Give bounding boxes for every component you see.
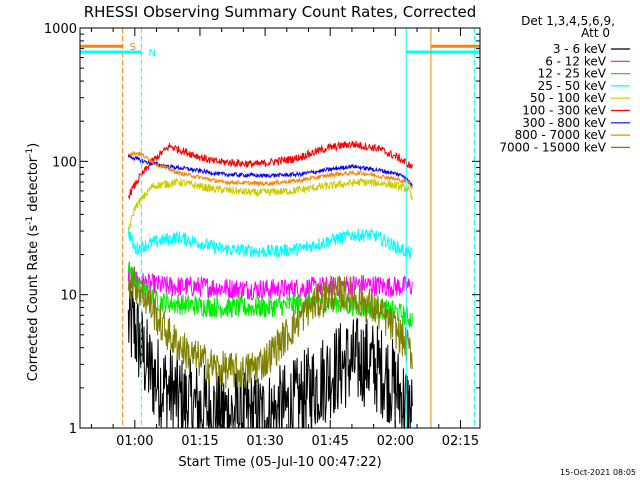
y-tick-label: 1000 [44, 22, 77, 37]
x-tick-label: 01:45 [311, 434, 348, 449]
series-line-8 [127, 150, 413, 189]
legend-entry-label: 3 - 6 keV [553, 42, 607, 56]
series-line-6 [127, 140, 413, 200]
x-tick-label: 02:00 [377, 434, 414, 449]
series-line-7 [127, 154, 413, 187]
x-tick-label: 01:30 [246, 434, 283, 449]
annotation-label-s: S [130, 42, 136, 53]
series-line-4 [127, 226, 413, 259]
legend-entry-label: 50 - 100 keV [530, 91, 607, 105]
legend-entry-label: 7000 - 15000 keV [499, 140, 606, 154]
legend-entry-label: 800 - 7000 keV [515, 128, 607, 142]
legend-entry-label: 6 - 12 keV [545, 54, 607, 68]
legend-header-line-1: Det 1,3,4,5,6,9, [521, 14, 615, 28]
x-tick-label: 01:00 [116, 434, 153, 449]
axes: 1 10 100 1000 01:00 01:15 01:30 01:45 02:00 02:15 [44, 22, 481, 449]
legend-header-line-2: Att 0 [581, 26, 610, 40]
series-line-2 [127, 267, 413, 302]
legend-entry-label: 100 - 300 keV [522, 104, 606, 118]
footer-timestamp: 15-Oct-2021 08:05 [560, 468, 636, 477]
chart-title: RHESSI Observing Summary Count Rates, Co… [84, 3, 477, 21]
x-axis-label: Start Time (05-Jul-10 00:47:22) [178, 455, 381, 470]
x-tick-label: 02:15 [442, 434, 479, 449]
legend-entry-label: 25 - 50 keV [538, 79, 607, 93]
legend-entry-label: 12 - 25 keV [538, 67, 607, 81]
annotation-label-n: N [148, 48, 155, 59]
series-line-5 [127, 177, 413, 232]
y-axis-label: Corrected Count Rate (s-1 detector-1) [25, 143, 41, 381]
series-line-9 [127, 266, 413, 389]
y-tick-label: 1 [69, 422, 77, 437]
plot-frame [79, 27, 481, 429]
x-tick-label: 01:15 [181, 434, 218, 449]
y-tick-label: 10 [60, 289, 77, 304]
legend-entry-label: 300 - 800 keV [522, 116, 606, 130]
y-tick-label: 100 [52, 155, 77, 170]
